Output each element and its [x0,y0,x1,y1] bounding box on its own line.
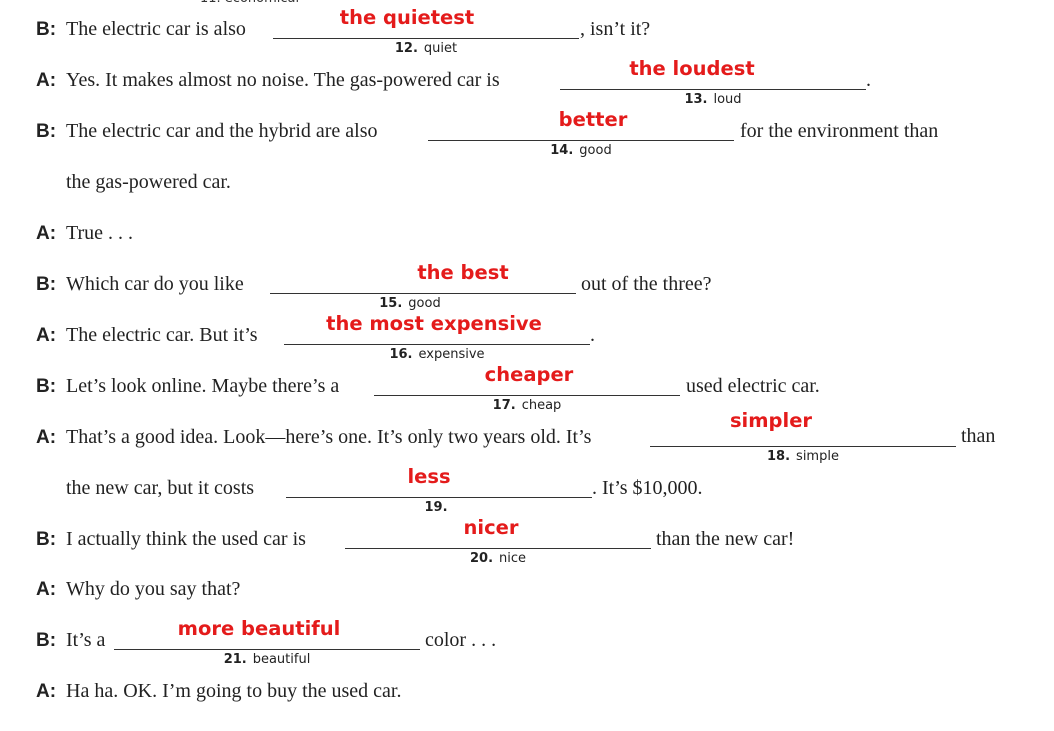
clipped-previous-item: 11. economical [200,0,299,6]
speaker-label: B: [36,274,57,295]
word-cue: 21. beautiful [223,652,311,667]
answer-blank[interactable] [286,497,592,498]
speaker-label: A: [36,70,57,91]
line-text-before: the new car, but it costs [66,477,255,499]
line-text-after: used electric car. [686,375,820,397]
speaker-label: B: [36,630,57,651]
word-cue: 17. cheap [492,398,562,413]
answer-text: more beautiful [177,617,341,640]
line-text-before: Yes. It makes almost no noise. The gas-p… [66,69,500,91]
line-text-after: . It’s $10,000. [592,477,703,499]
line-text-after: color . . . [425,629,497,651]
speaker-label: A: [36,427,57,448]
line-text-after: , isn’t it? [580,18,651,40]
line-text-before: The electric car and the hybrid are also [66,120,378,142]
line-text-after: than [961,425,996,447]
line-text: True . . . [66,222,134,244]
line-text-before: Let’s look online. Maybe there’s a [66,375,340,397]
answer-text: nicer [463,516,519,539]
answer-text: better [558,108,628,131]
answer-text: the quietest [339,6,475,29]
answer-blank[interactable] [114,649,420,650]
word-cue: 19. [424,500,448,515]
answer-blank[interactable] [345,548,651,549]
line-text-before: That’s a good idea. Look—here’s one. It’… [66,426,592,448]
answer-text: cheaper [484,363,574,386]
answer-text: less [407,465,451,488]
answer-blank[interactable] [560,89,866,90]
word-cue: 15. good [379,296,441,311]
answer-text: the loudest [629,57,755,80]
line-text-after: . [590,324,595,346]
answer-text: simpler [729,409,813,432]
line-text-before: The electric car is also [66,18,246,40]
speaker-label: A: [36,325,57,346]
speaker-label: B: [36,121,57,142]
speaker-label: A: [36,681,57,702]
answer-blank[interactable] [428,140,734,141]
answer-blank[interactable] [374,395,680,396]
answer-text: the most expensive [326,312,542,335]
word-cue: 16. expensive [389,347,485,362]
word-cue: 13. loud [684,92,742,107]
line-text: Ha ha. OK. I’m going to buy the used car… [66,680,402,702]
line-text: the gas-powered car. [66,171,231,193]
speaker-label: A: [36,223,57,244]
line-text-after: . [866,69,871,91]
answer-blank[interactable] [270,293,576,294]
word-cue: 20. nice [469,551,527,566]
line-text-before: It’s a [66,629,106,651]
line-text-after: out of the three? [581,273,712,295]
word-cue: 18. simple [767,449,839,464]
speaker-label: B: [36,19,57,40]
line-text-after: for the environment than [740,120,939,142]
speaker-label: B: [36,529,57,550]
answer-blank[interactable] [650,446,956,447]
line-text-after: than the new car! [656,528,795,550]
line-text-before: Which car do you like [66,273,244,295]
word-cue: 14. good [550,143,612,158]
speaker-label: B: [36,376,57,397]
line-text-before: The electric car. But it’s [66,324,258,346]
line-text: Why do you say that? [66,578,241,600]
answer-blank[interactable] [284,344,590,345]
line-text-before: I actually think the used car is [66,528,306,550]
answer-blank[interactable] [273,38,579,39]
answer-text: the best [417,261,509,284]
speaker-label: A: [36,579,57,600]
word-cue: 12. quiet [394,41,458,56]
